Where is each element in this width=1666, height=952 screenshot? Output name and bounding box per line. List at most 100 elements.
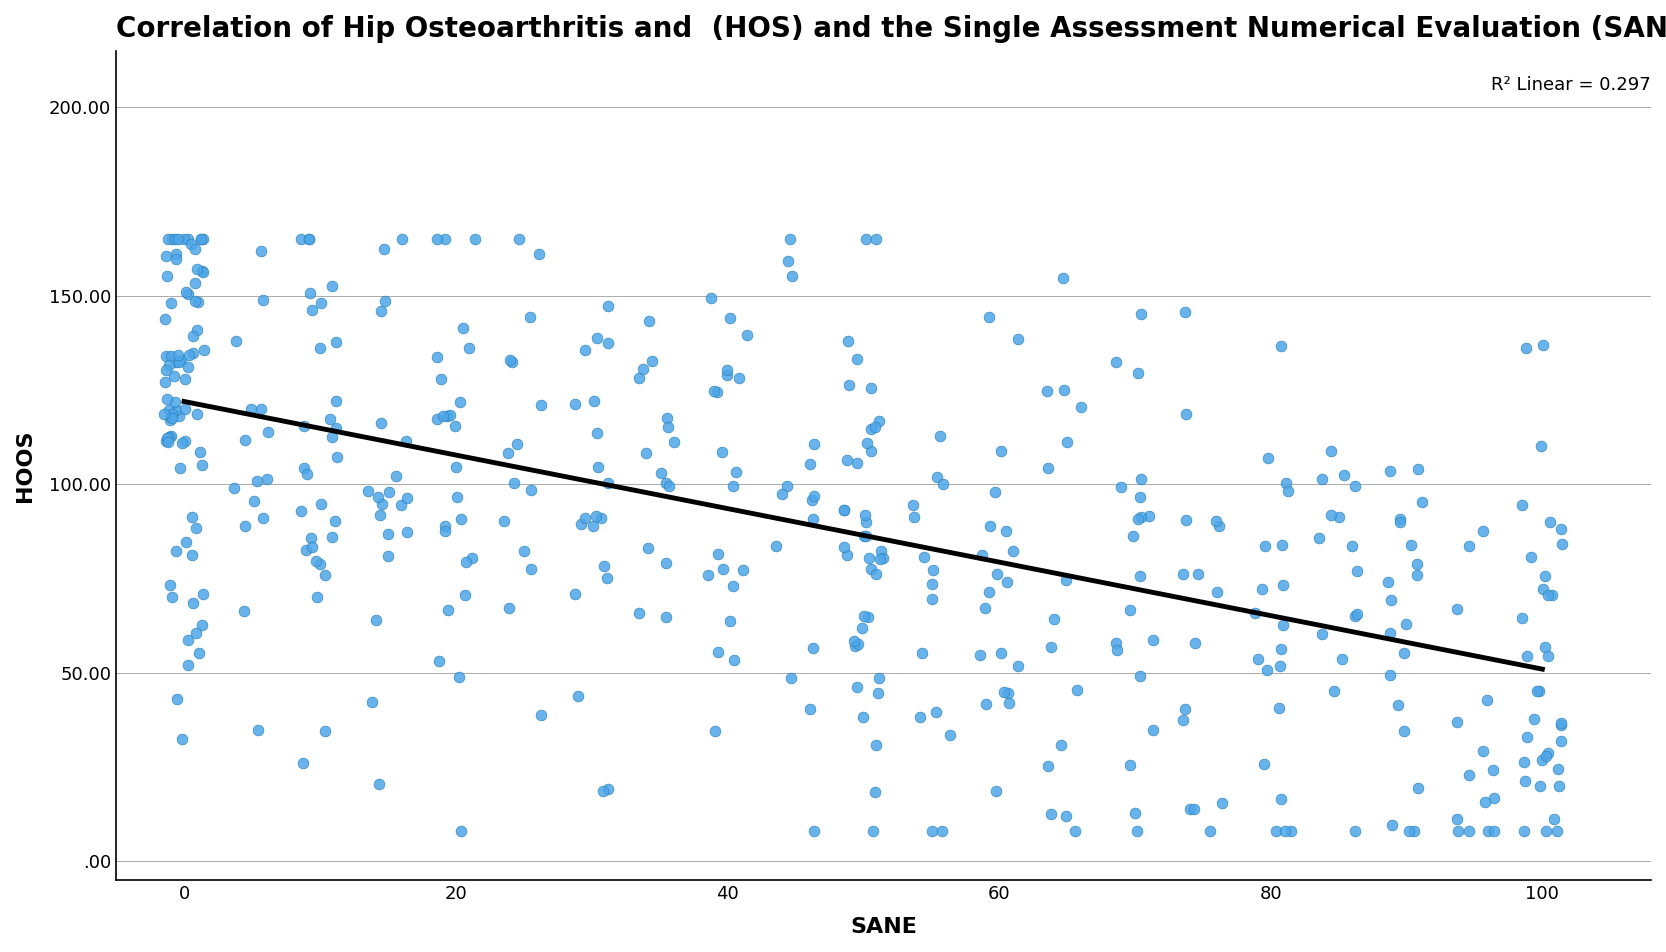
Point <box>441 419 468 434</box>
Point <box>796 702 823 717</box>
Point <box>1103 354 1130 369</box>
Point <box>865 685 891 701</box>
Point <box>1120 528 1146 544</box>
Point <box>157 403 183 418</box>
Point <box>1053 572 1080 587</box>
Point <box>180 596 207 611</box>
Point <box>565 689 591 704</box>
Point <box>1269 617 1296 632</box>
Point <box>1126 489 1153 505</box>
Point <box>180 328 207 344</box>
Point <box>1035 383 1061 398</box>
Point <box>568 516 595 531</box>
Point <box>188 263 215 278</box>
Point <box>971 600 998 615</box>
Point <box>648 466 675 481</box>
Point <box>1511 755 1538 770</box>
Point <box>150 407 177 422</box>
Point <box>1538 514 1564 529</box>
Point <box>303 589 330 605</box>
Point <box>1529 582 1556 597</box>
Point <box>1376 463 1403 478</box>
Point <box>850 528 876 544</box>
Point <box>443 490 470 506</box>
Point <box>1035 460 1061 475</box>
Point <box>436 407 463 423</box>
Point <box>858 422 885 437</box>
Point <box>853 231 880 247</box>
Point <box>908 645 935 661</box>
Point <box>1548 521 1574 536</box>
Point <box>973 697 1000 712</box>
Point <box>1384 697 1411 712</box>
Point <box>1444 811 1471 826</box>
Point <box>653 476 680 491</box>
Point <box>367 415 393 430</box>
Point <box>163 247 190 262</box>
Point <box>158 589 185 605</box>
Point <box>293 466 320 482</box>
Point <box>968 547 995 563</box>
Point <box>856 550 883 565</box>
Point <box>518 483 545 498</box>
Point <box>1539 587 1566 603</box>
Point <box>368 304 395 319</box>
Point <box>851 608 878 624</box>
Point <box>716 311 743 327</box>
Point <box>172 433 198 448</box>
Point <box>983 566 1010 582</box>
Point <box>175 347 202 363</box>
Point <box>1529 753 1556 768</box>
Point <box>595 475 621 490</box>
Point <box>865 413 891 428</box>
Point <box>1271 823 1298 839</box>
Point <box>845 637 871 652</box>
Point <box>775 253 801 268</box>
Point <box>863 737 890 752</box>
Point <box>858 443 885 458</box>
Point <box>1328 651 1354 666</box>
Point <box>158 295 185 310</box>
Point <box>1125 366 1151 381</box>
Point <box>393 434 420 449</box>
Point <box>232 518 258 533</box>
Point <box>175 231 202 247</box>
Point <box>355 484 382 499</box>
Point <box>1548 717 1574 732</box>
Point <box>1128 510 1155 526</box>
Point <box>430 408 456 424</box>
Point <box>1121 805 1148 821</box>
Point <box>975 309 1001 325</box>
Point <box>152 374 178 389</box>
Point <box>773 478 800 493</box>
Point <box>715 367 741 383</box>
Point <box>295 231 322 247</box>
Point <box>1341 608 1368 624</box>
Point <box>295 231 322 247</box>
Point <box>1125 511 1151 526</box>
Point <box>988 645 1015 661</box>
Point <box>595 782 621 797</box>
Point <box>1469 524 1496 539</box>
Point <box>1546 779 1573 794</box>
Point <box>177 236 203 251</box>
Point <box>1253 538 1279 553</box>
Point <box>318 529 345 545</box>
Point <box>1309 472 1336 487</box>
Point <box>853 514 880 529</box>
Point <box>716 614 743 629</box>
Point <box>152 348 178 364</box>
Point <box>165 231 192 247</box>
Point <box>660 435 686 450</box>
Point <box>290 755 317 770</box>
Point <box>1140 633 1166 648</box>
Point <box>358 694 385 709</box>
Point <box>157 348 183 364</box>
Point <box>308 296 335 311</box>
Point <box>323 420 350 435</box>
Point <box>701 723 728 738</box>
Point <box>938 727 965 743</box>
Point <box>253 471 280 486</box>
Point <box>1533 823 1559 839</box>
Point <box>1051 382 1078 397</box>
